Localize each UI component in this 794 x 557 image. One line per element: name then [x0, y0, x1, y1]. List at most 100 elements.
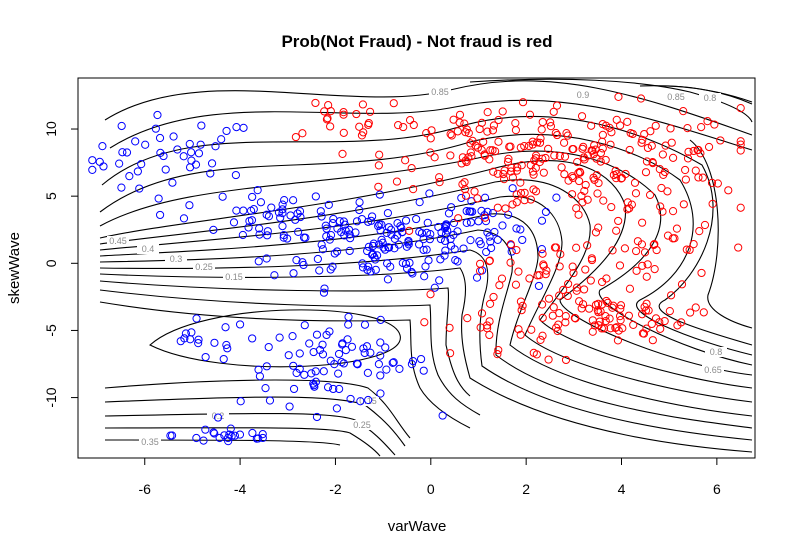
data-point — [372, 251, 382, 260]
data-point — [258, 433, 267, 443]
data-point — [525, 110, 535, 119]
data-point — [210, 338, 219, 347]
data-point — [475, 124, 484, 134]
data-point — [601, 121, 611, 130]
contour-label: 0.8 — [704, 93, 717, 103]
data-point — [280, 196, 289, 205]
data-point — [384, 243, 393, 252]
contour-label: 0.3 — [170, 254, 183, 264]
data-point — [684, 147, 693, 156]
contour-line — [104, 396, 406, 447]
data-point — [568, 145, 577, 154]
data-point — [501, 204, 510, 213]
data-point — [485, 330, 494, 340]
data-point — [736, 137, 745, 146]
contour-line — [99, 179, 753, 389]
data-point — [494, 137, 503, 146]
data-point — [508, 173, 517, 182]
data-point — [248, 428, 257, 438]
data-point — [512, 245, 521, 255]
data-point — [199, 436, 208, 445]
data-point — [588, 146, 597, 155]
data-point — [364, 120, 373, 129]
data-point — [520, 142, 529, 151]
data-point — [358, 100, 368, 109]
data-point — [401, 259, 411, 268]
data-point — [645, 190, 655, 200]
data-point — [388, 358, 397, 367]
data-point — [560, 170, 569, 179]
data-point — [577, 112, 587, 121]
data-point — [538, 331, 547, 340]
data-point — [541, 270, 550, 279]
data-point — [704, 142, 714, 152]
data-point — [426, 134, 435, 143]
data-point — [630, 178, 640, 187]
data-point — [493, 169, 502, 178]
contour-label-bg — [223, 272, 245, 282]
data-point — [591, 300, 601, 309]
data-point — [99, 162, 108, 171]
data-point — [229, 218, 239, 227]
data-point — [640, 248, 650, 257]
data-point — [672, 224, 682, 233]
contour-line — [99, 267, 753, 453]
data-point — [446, 241, 456, 250]
data-point — [525, 274, 534, 283]
data-point — [546, 122, 556, 131]
data-point — [453, 257, 462, 266]
data-point — [345, 246, 354, 255]
data-point — [394, 121, 403, 130]
data-point — [383, 275, 393, 284]
contour-line — [104, 412, 396, 456]
data-point — [506, 240, 515, 249]
data-point — [506, 167, 516, 176]
data-point — [459, 244, 468, 253]
data-point — [641, 168, 651, 177]
data-points — [88, 92, 745, 446]
data-point — [458, 180, 467, 189]
data-point — [677, 280, 687, 289]
data-point — [534, 281, 544, 291]
data-point — [392, 177, 402, 186]
contour-label: 0.25 — [195, 262, 213, 272]
data-point — [683, 154, 693, 163]
contour-label-bg — [207, 411, 229, 421]
data-point — [724, 186, 733, 195]
data-point — [407, 267, 416, 277]
data-point — [425, 235, 435, 244]
contour-label: 0.15 — [359, 396, 377, 406]
data-point — [219, 354, 228, 364]
data-point — [318, 350, 328, 359]
data-point — [294, 227, 303, 236]
data-point — [449, 230, 458, 240]
data-point — [457, 159, 466, 168]
data-point — [155, 210, 165, 220]
data-point — [374, 360, 383, 369]
data-point — [338, 339, 347, 348]
data-point — [311, 192, 320, 201]
data-point — [625, 284, 635, 293]
data-point — [289, 361, 298, 370]
data-point — [536, 335, 545, 344]
data-point — [435, 178, 444, 187]
contour-label-bg — [429, 87, 451, 97]
data-point — [407, 164, 416, 173]
data-point — [416, 354, 426, 364]
data-point — [516, 330, 525, 339]
data-point — [638, 135, 647, 144]
data-point — [631, 189, 641, 198]
data-point — [355, 205, 364, 215]
data-point — [307, 369, 316, 378]
data-point — [264, 212, 274, 221]
data-point — [569, 268, 578, 278]
data-point — [263, 231, 272, 240]
data-point — [236, 397, 245, 406]
data-point — [125, 172, 134, 181]
data-point — [338, 149, 347, 159]
data-point — [659, 170, 668, 180]
data-point — [295, 207, 305, 216]
data-point — [209, 428, 218, 437]
data-point — [434, 222, 443, 232]
data-point — [238, 230, 247, 240]
